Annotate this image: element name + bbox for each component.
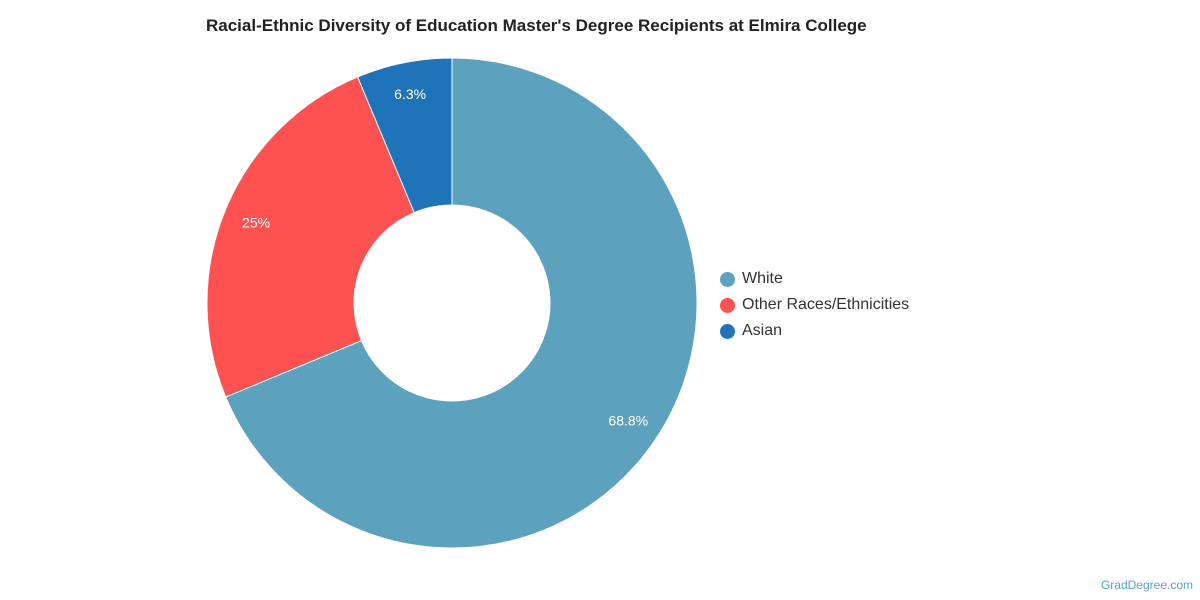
legend-item-white[interactable]: White <box>720 266 909 292</box>
legend-swatch <box>720 323 735 339</box>
watermark[interactable]: GradDegree.com <box>1100 578 1193 592</box>
slice-asian[interactable] <box>356 57 453 214</box>
data-label-asian: 6.3% <box>394 86 426 102</box>
chart-title: Racial-Ethnic Diversity of Education Mas… <box>206 16 867 35</box>
legend-item-other-races-ethnicities[interactable]: Other Races/Ethnicities <box>720 292 909 318</box>
slice-other-races-ethnicities[interactable] <box>206 76 415 398</box>
legend-swatch <box>720 297 735 313</box>
data-label-other-races-ethnicities: 25% <box>242 214 270 230</box>
legend-label: Other Races/Ethnicities <box>742 296 910 313</box>
legend: White Other Races/Ethnicities Asian <box>720 266 909 344</box>
data-label-white: 68.8% <box>608 413 648 429</box>
legend-swatch <box>720 271 735 287</box>
legend-item-asian[interactable]: Asian <box>720 318 909 344</box>
legend-label: Asian <box>742 322 783 339</box>
legend-label: White <box>742 270 783 287</box>
slice-white[interactable] <box>225 57 698 549</box>
